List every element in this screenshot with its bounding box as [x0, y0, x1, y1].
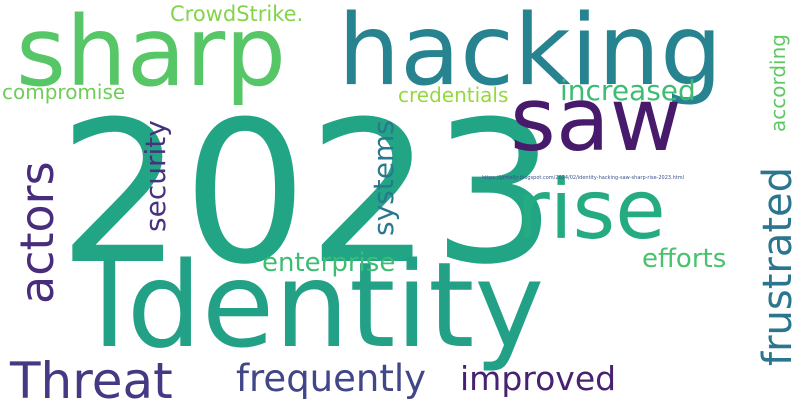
word-systems: systems	[367, 120, 400, 236]
word-security: security	[139, 120, 172, 232]
word-according: according	[766, 34, 790, 132]
word-improved: improved	[460, 359, 617, 398]
word-increased: increased	[560, 74, 696, 107]
word-actors: actors	[10, 161, 64, 304]
word-hacking: hacking	[338, 0, 723, 108]
word-saw: saw	[510, 68, 682, 171]
word-enterprise: enterprise	[262, 248, 396, 278]
word-threat: Threat	[10, 352, 173, 400]
word-2023: 2023	[58, 80, 557, 308]
word-rise: rise	[516, 163, 666, 258]
word-frequently: frequently	[236, 357, 427, 400]
source-url: https://jpmelljr.blogspot.com/2024/02/id…	[482, 175, 685, 181]
word-compromise: compromise	[2, 80, 126, 104]
word-sharp: sharp	[16, 0, 287, 108]
word-crowdstrike: CrowdStrike.	[170, 2, 304, 26]
word-frustrated: frustrated	[755, 166, 800, 366]
word-identity: Identity	[92, 236, 545, 374]
word-efforts: efforts	[642, 244, 727, 274]
word-credentials: credentials	[398, 83, 509, 107]
